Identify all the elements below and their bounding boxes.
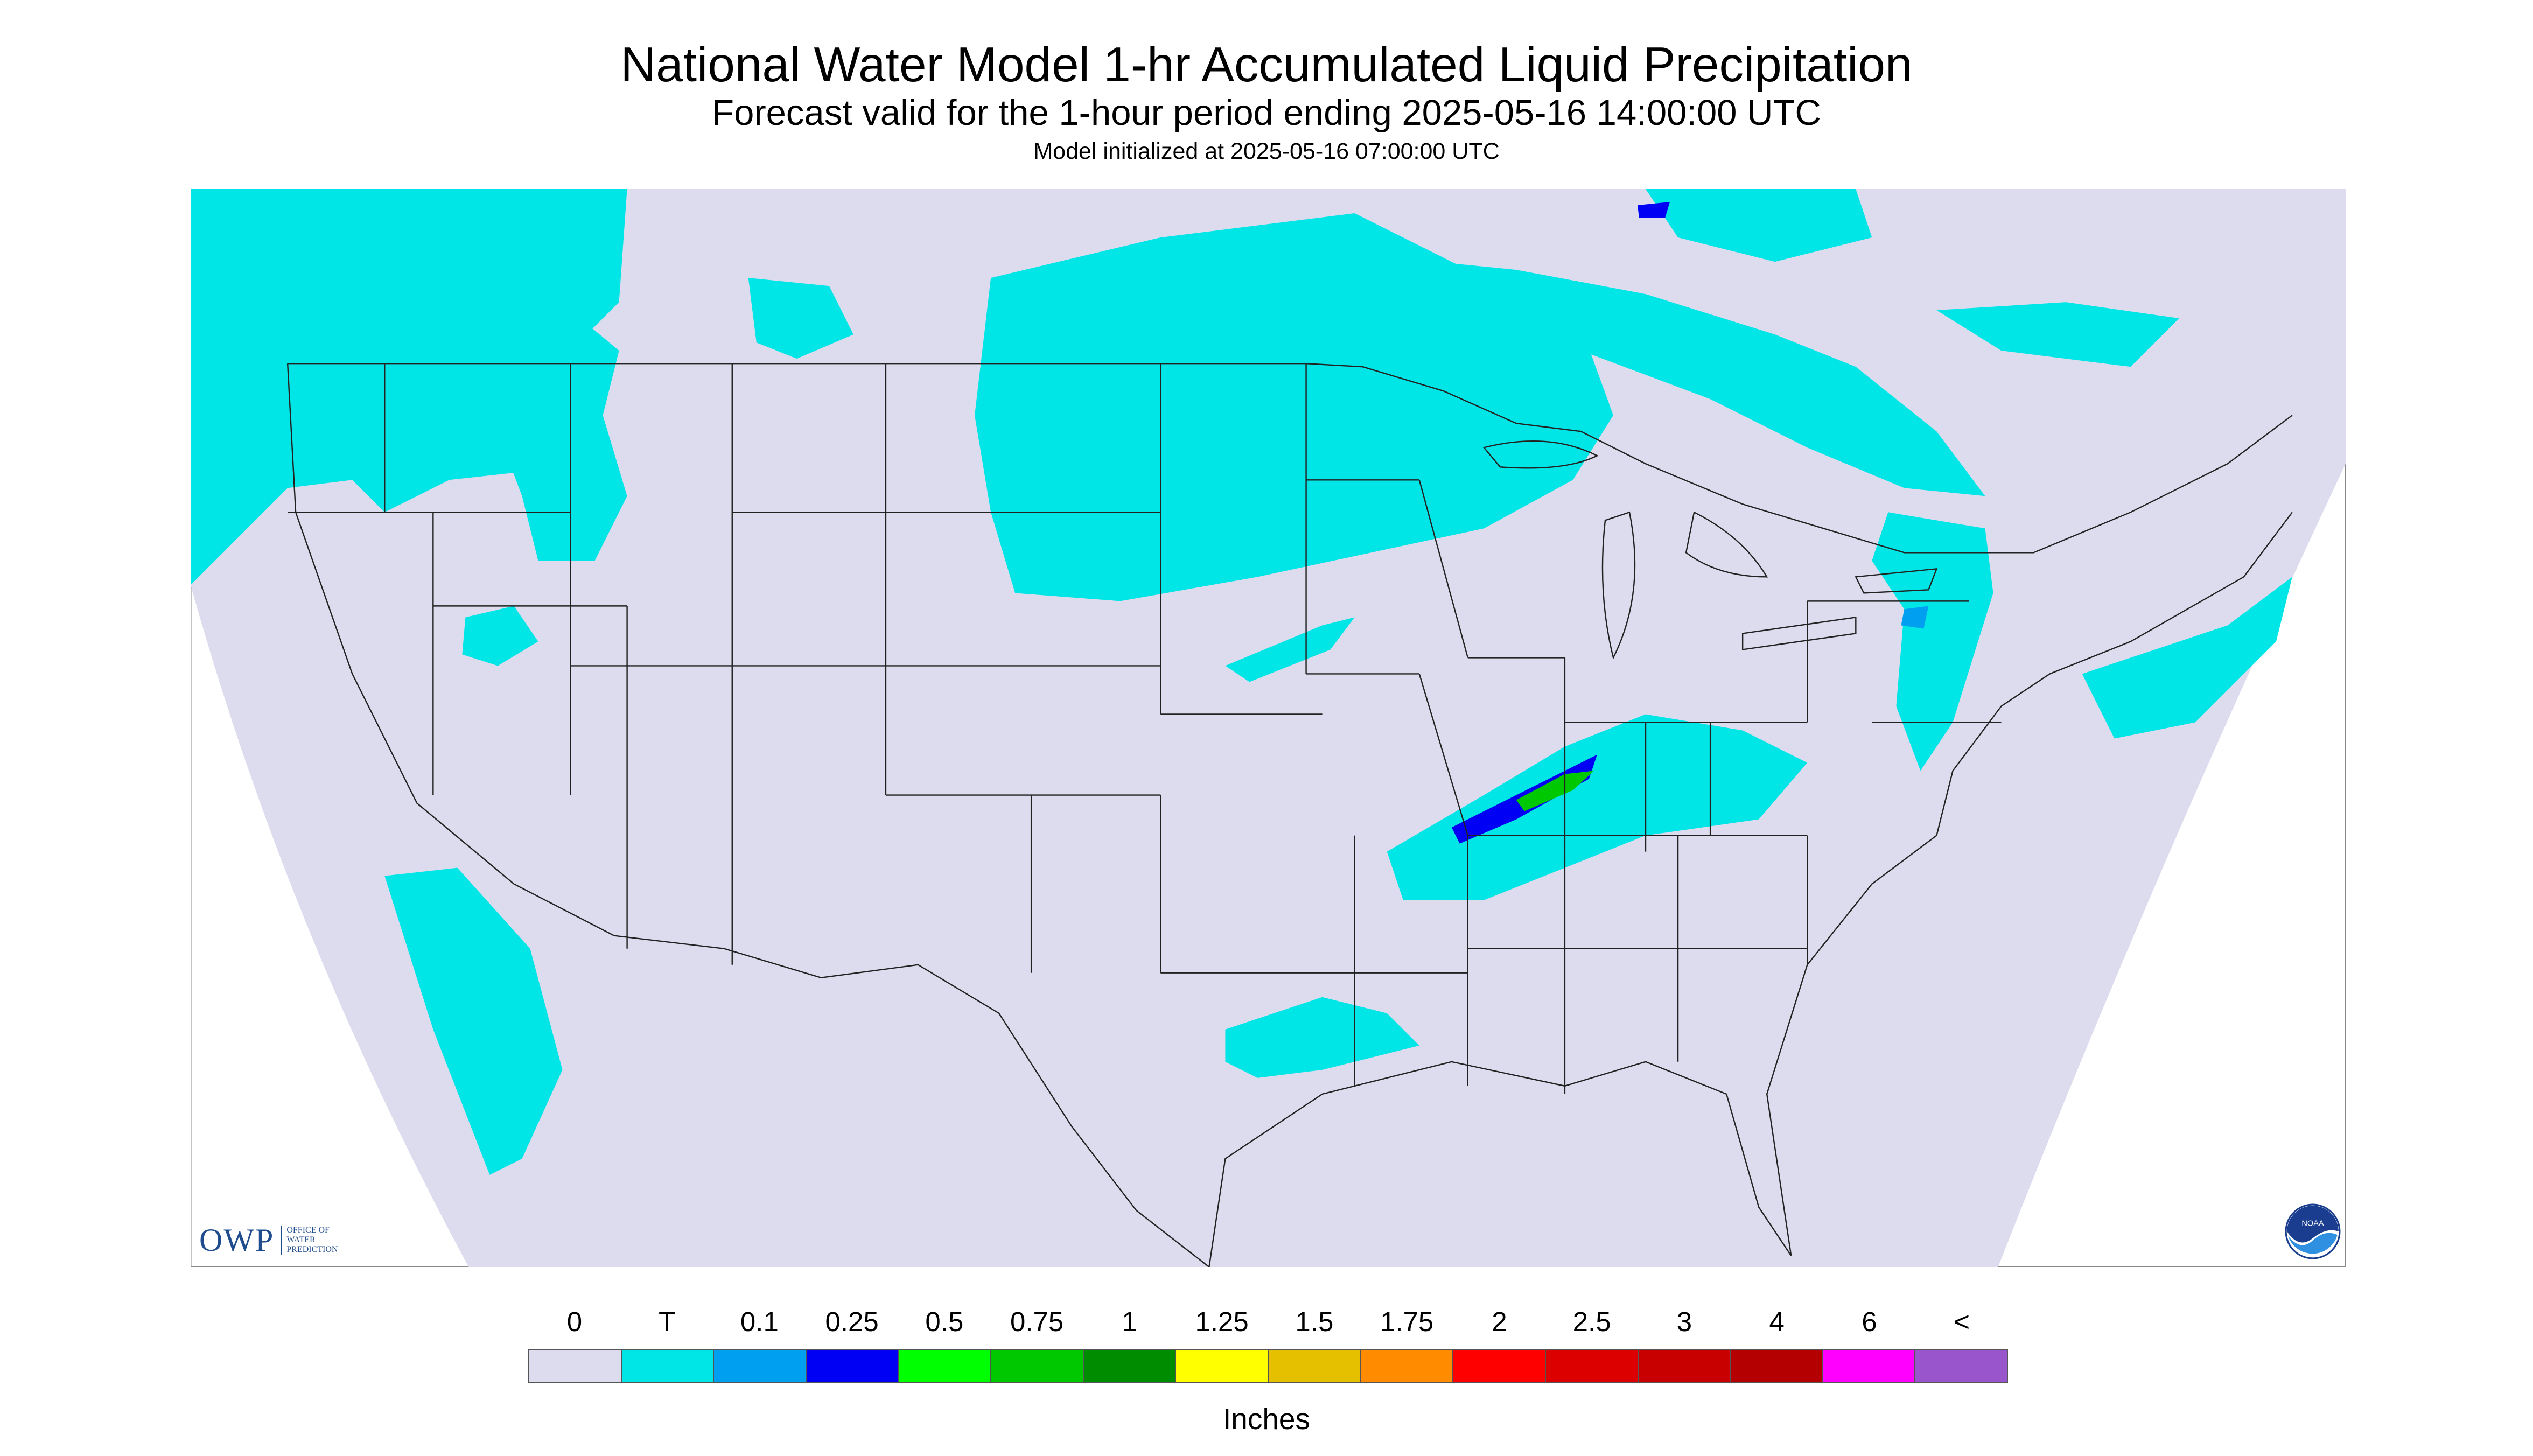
legend-swatch (806, 1350, 899, 1382)
precip-green-kentucky (1516, 771, 1594, 811)
map-title: National Water Model 1-hr Accumulated Li… (620, 38, 1913, 92)
precip-blue-canada (1638, 202, 1670, 219)
precip-north-dakota-west (748, 278, 853, 359)
legend-swatch (991, 1350, 1084, 1382)
precip-pennsylvania-ny (1872, 512, 1993, 771)
state-lines-east (1160, 600, 2002, 1094)
legend-swatch (1915, 1350, 2007, 1382)
precip-idaho-montana (489, 310, 627, 561)
legend-swatch (1731, 1350, 1823, 1382)
noaa-logo-sky (2287, 1206, 2339, 1243)
noaa-logo-text: NOAA (2301, 1220, 2324, 1228)
legend-label: 0.1 (740, 1306, 779, 1337)
legend-color-bar (528, 1349, 2008, 1383)
precip-canada-north (1646, 189, 1872, 262)
us-canada-border (288, 362, 2293, 554)
legend-swatch (1638, 1350, 1731, 1382)
precip-iowa-band (1225, 617, 1355, 682)
owp-logo: OWP OFFICE OF WATER PREDICTION (199, 1219, 338, 1262)
owp-logo-line-1: OFFICE OF (286, 1226, 330, 1235)
precip-ohio-valley-band (1387, 714, 1808, 900)
owp-logo-subtitle: OFFICE OF WATER PREDICTION (281, 1226, 338, 1255)
precip-trace-areas (191, 189, 2292, 1175)
legend-swatch (714, 1350, 807, 1382)
legend-label: 2 (1492, 1306, 1507, 1337)
legend-swatch (1545, 1350, 1639, 1382)
precip-nevada-utah (462, 606, 538, 666)
great-lakes (1482, 440, 1938, 660)
legend-swatch (1269, 1350, 1361, 1382)
legend-label: 6 (1862, 1306, 1877, 1337)
legend-label: 2.5 (1572, 1306, 1611, 1337)
state-lines-west (288, 363, 887, 965)
state-lines-central (885, 363, 1323, 973)
legend-swatch (1823, 1350, 1916, 1382)
conus-domain (191, 189, 2346, 1267)
noaa-logo-wave (2288, 1233, 2338, 1254)
precip-heavier-areas (1451, 202, 1929, 844)
owp-logo-line-3: PREDICTION (286, 1245, 338, 1254)
noaa-logo: NOAA (2285, 1203, 2341, 1259)
legend-label: < (1954, 1306, 1970, 1337)
precip-blue-pennsylvania (1901, 606, 1929, 629)
legend-label: 3 (1676, 1306, 1692, 1337)
forecast-valid-subtitle: Forecast valid for the 1-hour period end… (712, 93, 1821, 133)
legend-swatch (1083, 1350, 1177, 1382)
legend-swatch (899, 1350, 992, 1382)
legend-swatch (1361, 1350, 1454, 1382)
legend-label: 1.25 (1195, 1306, 1249, 1337)
precip-quebec-maritimes (1936, 302, 2179, 367)
legend-swatch (1453, 1350, 1546, 1382)
precip-atlantic-offshore (2082, 577, 2292, 739)
us-mexico-border (614, 935, 1210, 1267)
legend-label: 1 (1122, 1306, 1137, 1337)
legend-swatch (621, 1350, 715, 1382)
precip-california-offshore (384, 867, 563, 1175)
legend-swatch (1176, 1350, 1269, 1382)
legend-label: 0.75 (1010, 1306, 1064, 1337)
legend-swatch (529, 1350, 622, 1382)
model-init-text: Model initialized at 2025-05-16 07:00:00… (1033, 138, 1500, 164)
legend-label: 0.5 (925, 1306, 964, 1337)
state-lines-midwest (1305, 363, 1808, 852)
legend-label: 4 (1769, 1306, 1785, 1337)
precipitation-map (191, 189, 2346, 1267)
legend-label: 1.75 (1380, 1306, 1434, 1337)
legend-labels: 0 T 0.1 0.25 0.5 0.75 1 1.25 1.5 1.75 2 2.5 3 4 6 < (0, 1303, 2533, 1341)
political-boundaries (286, 362, 2293, 1267)
legend-units: Inches (1222, 1402, 1311, 1436)
owp-logo-line-2: WATER (286, 1235, 316, 1244)
legend-label: 0.25 (825, 1306, 879, 1337)
legend-label: T (659, 1306, 676, 1337)
legend-label: 1.5 (1295, 1306, 1334, 1337)
precip-canada-band (1354, 254, 1985, 496)
owp-logo-mark: OWP (199, 1222, 275, 1258)
legend-label: 0 (566, 1306, 583, 1337)
precip-pacific-northwest (191, 189, 627, 585)
